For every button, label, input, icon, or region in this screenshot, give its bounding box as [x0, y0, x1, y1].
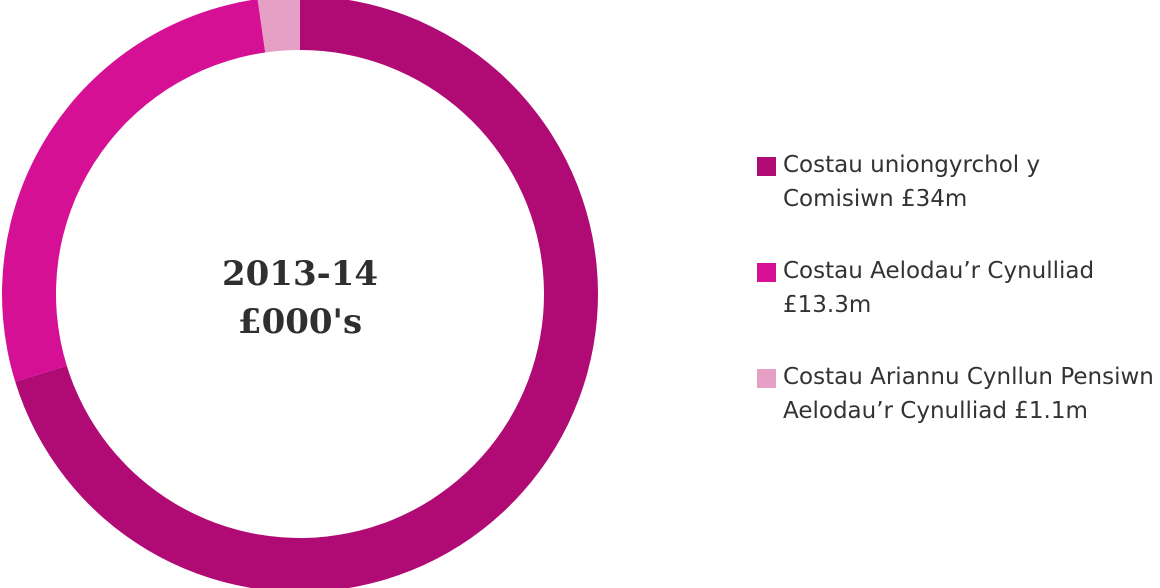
legend-swatch [757, 263, 776, 282]
donut-slice-2 [257, 0, 300, 53]
legend-label: Costau Ariannu Cynllun Pensiwn Aelodau’r… [783, 364, 1154, 424]
legend-label: Costau Aelodau’r Cynulliad £13.3m [783, 258, 1095, 318]
donut-slices [2, 0, 598, 588]
center-label-units: £000's [237, 302, 363, 342]
legend-item-pension-costs: Costau Ariannu Cynllun Pensiwn Aelodau’r… [757, 360, 1157, 428]
legend-item-direct-costs: Costau uniongyrchol y Comisiwn £34m [757, 148, 1157, 216]
legend-item-member-costs: Costau Aelodau’r Cynulliad £13.3m [757, 254, 1157, 322]
center-label-period: 2013-14 [221, 254, 379, 294]
legend-label: Costau uniongyrchol y Comisiwn £34m [783, 152, 1041, 212]
legend-swatch [757, 369, 776, 388]
center-label: 2013-14 £000's [160, 250, 440, 346]
legend-swatch [757, 157, 776, 176]
legend: Costau uniongyrchol y Comisiwn £34m Cost… [757, 148, 1157, 466]
donut-slice-1 [2, 0, 266, 382]
donut-chart [2, 0, 598, 588]
